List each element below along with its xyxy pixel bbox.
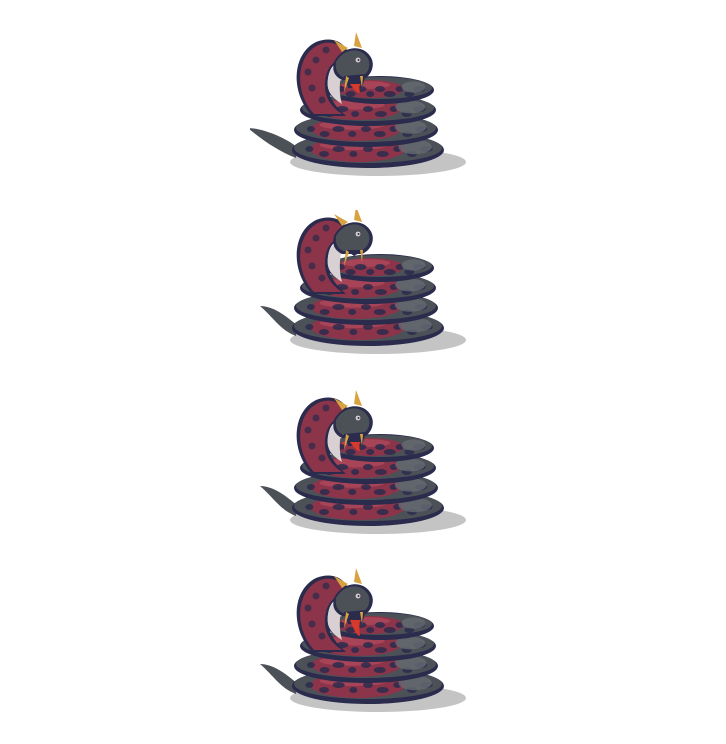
tail	[260, 486, 298, 516]
fang	[360, 76, 363, 88]
dragon-head	[333, 210, 373, 266]
snake-frame-2	[250, 210, 480, 386]
horn-right	[354, 210, 362, 222]
snake-frame-3	[250, 390, 480, 566]
dragon-head	[333, 390, 373, 451]
coil-4	[326, 254, 434, 282]
mouth	[346, 250, 364, 256]
snake-frame-1	[250, 32, 480, 208]
tail	[260, 306, 298, 336]
tongue	[350, 84, 362, 93]
horn-right	[354, 568, 362, 584]
tail	[260, 664, 298, 694]
fang	[344, 612, 349, 628]
fang	[360, 612, 363, 624]
fang	[360, 434, 363, 446]
horn-right	[354, 390, 362, 406]
snake-sprite	[250, 32, 466, 176]
coil-4	[326, 434, 434, 462]
fang	[344, 250, 349, 266]
horn-left	[334, 214, 348, 226]
fang	[344, 76, 349, 92]
tail	[250, 128, 298, 158]
fang	[344, 434, 349, 450]
tongue	[350, 442, 362, 451]
horn-left	[334, 40, 348, 52]
snake-sprite	[260, 210, 466, 354]
fang	[360, 250, 363, 262]
dragon-head	[333, 568, 373, 636]
tongue	[350, 620, 362, 636]
dragon-head	[333, 32, 373, 93]
snake-sprite	[260, 390, 466, 534]
coil-4	[326, 612, 434, 640]
snake-sprite	[260, 568, 466, 712]
coil-4	[326, 76, 434, 104]
snake-frame-4	[250, 568, 480, 744]
horn-left	[334, 398, 348, 410]
horn-left	[334, 576, 348, 588]
sprite-sheet	[250, 32, 480, 712]
horn-right	[354, 32, 362, 48]
